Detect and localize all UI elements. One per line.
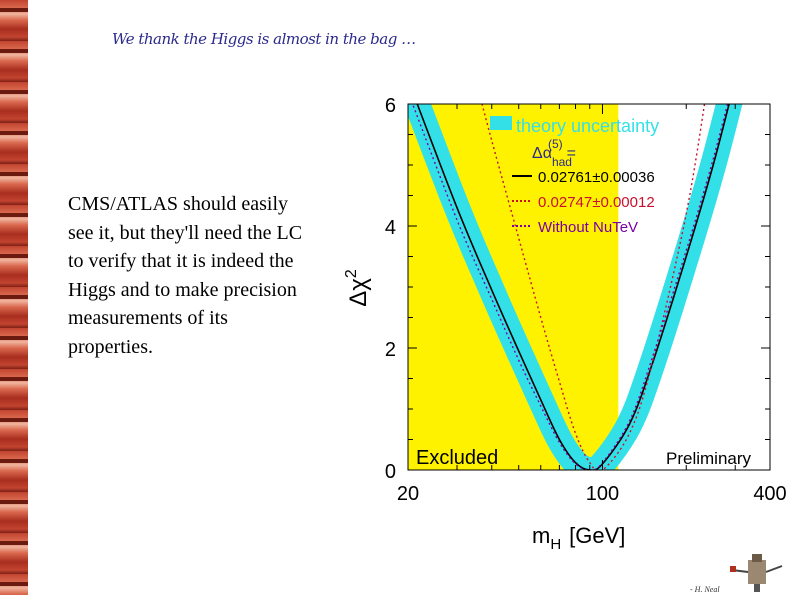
border-band [0,131,28,135]
border-band [0,49,28,53]
border-band [0,500,28,504]
border-band [0,254,28,258]
border-band [0,541,28,545]
lab-logo-icon [730,554,783,592]
legend-entry-label: 0.02747±0.00012 [538,194,655,211]
series-line-2 [411,104,729,470]
axis-ticks: 0 2 4 6 20 100 400 [385,95,787,505]
preliminary-label: Preliminary [666,449,752,468]
plot-area [408,104,743,470]
legend-header: Δαhad(5)= [532,137,576,169]
x-tick-label: 20 [397,483,419,505]
legend: theory uncertainty Δαhad(5)= 0.02761±0.0… [490,116,659,236]
body-text: CMS/ATLAS should easily see it, but they… [68,193,303,358]
legend-band-label: theory uncertainty [516,116,659,136]
border-band [0,295,28,299]
y-tick-label: 4 [385,217,396,239]
border-band [0,459,28,463]
y-tick-label: 0 [385,461,396,483]
border-band [0,213,28,217]
legend-entry-label: Without NuTeV [538,219,638,236]
chi2-chart: 0 2 4 6 20 100 400 theory uncertainty Δαhad(5)… [343,95,787,553]
legend-entry-label: 0.02761±0.00036 [538,169,655,186]
border-band [0,418,28,422]
border-band [0,172,28,176]
border-band [0,8,28,12]
x-axis-label: mH [GeV] [532,523,625,553]
series-line-0 [416,104,730,470]
y-tick-label: 6 [385,95,396,117]
border-band [0,377,28,381]
decorative-border [0,0,28,595]
y-tick-label: 2 [385,339,396,361]
x-tick-label: 400 [753,483,786,505]
slide-title: We thank the Higgs is almost in the bag … [112,30,416,48]
border-band [0,90,28,94]
credit-text: - H. Neal [690,585,720,594]
x-tick-label: 100 [586,483,619,505]
legend-band-swatch [490,116,512,130]
excluded-label: Excluded [416,447,498,469]
series-line-1 [481,104,706,470]
border-band [0,582,28,586]
border-band [0,336,28,340]
y-axis-label: Δχ2 [343,269,372,307]
